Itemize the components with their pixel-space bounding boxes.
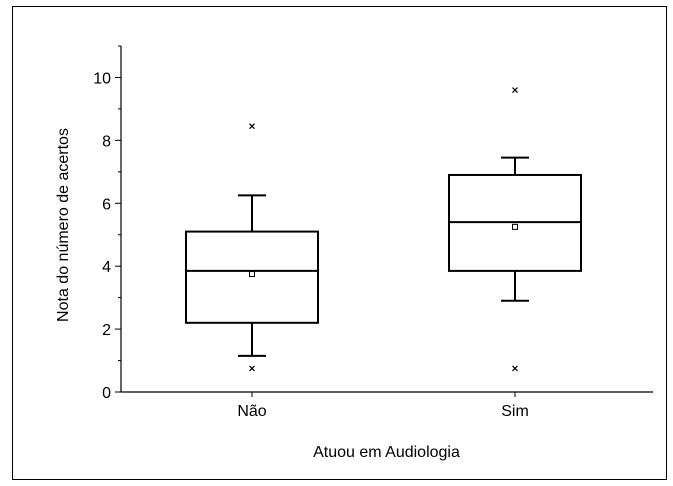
boxes (185, 87, 582, 372)
outlier-stroke (512, 365, 518, 372)
outlier-marker (512, 365, 518, 372)
axes: 0 2 4 6 8 10 Não Sim (93, 45, 653, 420)
x-tick-label: Não (237, 403, 266, 420)
box-group (448, 87, 582, 372)
y-axis-title: Nota do número de acertos (55, 128, 72, 322)
x-tick-label: Sim (501, 403, 529, 420)
mean-marker (249, 271, 255, 278)
y-tick-label: 2 (102, 322, 111, 339)
box-group (185, 123, 319, 372)
outlier-stroke (249, 365, 255, 372)
outlier-marker (512, 87, 518, 93)
y-tick-label: 10 (93, 70, 111, 87)
y-tick-label: 4 (102, 259, 111, 276)
y-tick-label: 6 (102, 196, 111, 213)
outlier-marker (249, 365, 255, 372)
y-tick-label: 8 (102, 133, 111, 150)
outlier-marker (249, 123, 255, 130)
outlier-stroke (512, 87, 518, 93)
y-tick-label: 0 (102, 385, 111, 402)
mean-marker (512, 223, 518, 230)
x-axis-title: Atuou em Audiologia (313, 444, 460, 461)
iqr-box (185, 230, 319, 324)
outlier-stroke (249, 123, 255, 130)
